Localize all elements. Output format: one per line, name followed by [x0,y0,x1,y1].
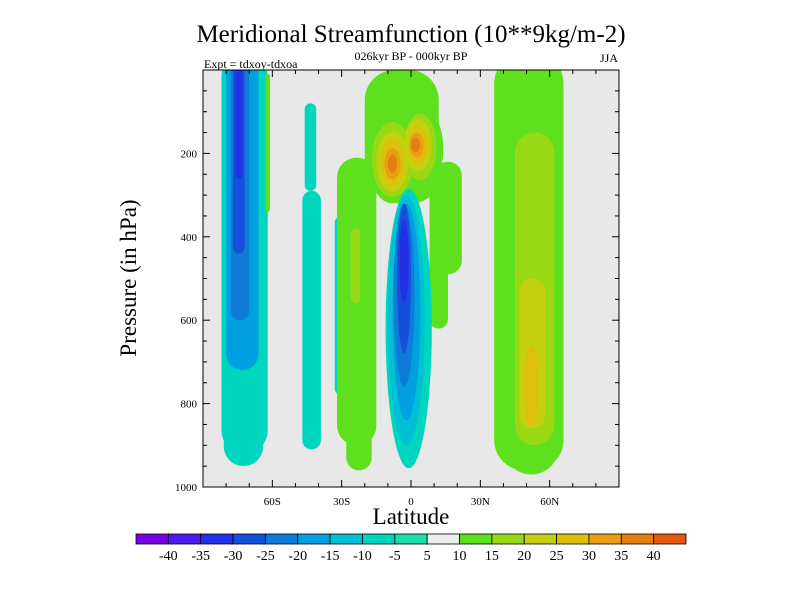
colorbar-swatch [265,533,299,545]
colorbar-label: 35 [614,549,628,564]
x-axis-label: Latitude [373,504,450,529]
field-sh-highlat-neg [235,70,243,179]
field-sh-upper-pos-streak [265,74,271,212]
colorbar-label: 20 [517,549,531,564]
colorbar-label: -40 [159,549,178,564]
colorbar-swatch [620,533,655,545]
season-label: JJA [600,51,618,65]
colorbar-swatch [653,533,687,545]
contour-fields [221,70,564,475]
field-nh-midlat-pos [524,345,539,429]
field-eq-upper-pos [411,137,421,153]
field-eq-neg [399,220,409,304]
colorbar-label: 25 [550,549,564,564]
y-tick-label: 400 [181,232,198,244]
colorbar-swatch [200,533,234,545]
colorbar-label: -15 [321,549,340,564]
colorbar-label: -25 [256,549,275,564]
colorbar-swatch [459,533,493,545]
x-tick-label: 60N [540,496,559,508]
colorbar-swatch [523,533,557,545]
colorbar-swatch [394,533,428,545]
colorbar-label: 30 [582,549,596,564]
colorbar-label: 40 [647,549,661,564]
y-tick-label: 800 [181,399,198,411]
field-sh-upper-neg [304,103,317,191]
colorbar-swatch [232,533,266,545]
x-tick-label: 30S [333,496,350,508]
field-sh-midlat-pos [350,228,361,304]
colorbar-label: -10 [353,549,372,564]
colorbar-swatch [491,533,525,545]
colorbar-label: -30 [224,549,243,564]
colorbar-label: -35 [191,549,210,564]
y-tick-label: 1000 [175,482,198,494]
colorbar-label: -20 [288,549,307,564]
experiment-label: Expt = tdxoy-tdxoa [204,57,298,71]
colorbar-swatch [426,533,460,545]
colorbar-swatch [135,533,169,545]
colorbar-swatch [297,533,331,545]
colorbar-label: 5 [424,549,431,564]
colorbar-label: -5 [389,549,401,564]
x-tick-label: 60S [264,496,281,508]
colorbar-swatch [329,533,363,545]
chart-title: Meridional Streamfunction (10**9kg/m-2) [196,21,625,48]
y-tick-label: 600 [181,315,198,327]
colorbar-swatch [588,533,622,545]
colorbar-label: 15 [485,549,499,564]
field-eq-upper-pos [387,154,398,173]
colorbar-label: 10 [453,549,467,564]
y-axis-label: Pressure (in hPa) [116,199,141,356]
colorbar: -40 -35 -30 -25 -20 -15 -10 -5 5 10 15 20 25 30 35 40 [135,533,687,564]
x-tick-label: 30N [471,496,490,508]
y-axis: 200 400 600 800 1000 [175,90,619,494]
chart-subtitle: 026kyr BP - 000kyr BP [355,49,468,63]
colorbar-swatch [167,533,202,545]
x-tick-label: 0 [408,496,414,508]
field-sh-midlat-neg [302,190,321,450]
x-axis: 60S 30S 0 30N 60N [202,70,620,508]
colorbar-swatch [362,533,396,545]
y-tick-label: 200 [181,148,198,160]
field-nh-subtrop-pos [429,186,448,329]
colorbar-swatch [556,533,590,545]
